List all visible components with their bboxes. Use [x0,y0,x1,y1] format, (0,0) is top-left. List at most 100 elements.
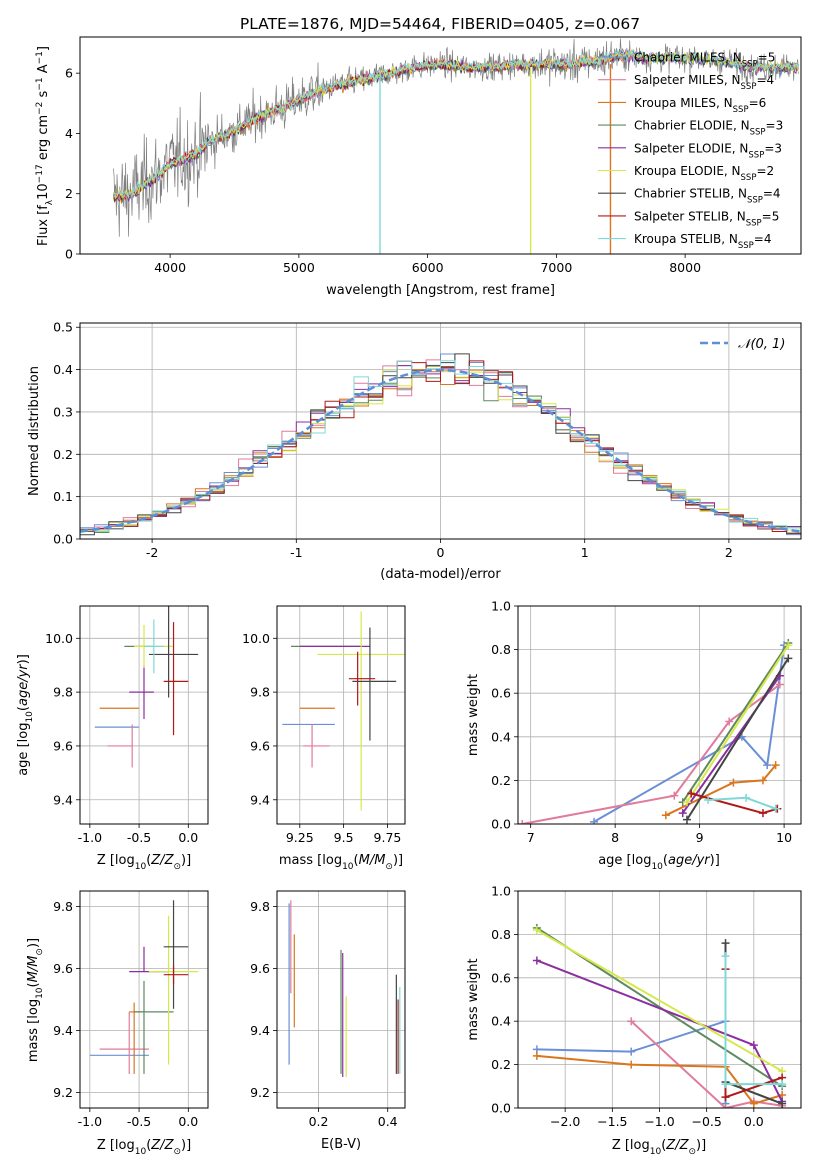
legend-label-sub: SSP [747,196,763,206]
y-axis-label: mass weight [466,958,481,1040]
label-part: age [log [16,723,31,776]
weight-series-line [665,764,777,817]
weight-series-line [686,644,790,803]
y-tick-label: 0.2 [491,773,511,788]
label-part: 10 [342,862,354,872]
weight-point-marker [721,952,730,961]
legend-label-sub: SSP [746,218,762,228]
weight-point-marker [687,789,696,798]
x-tick-label: −0.5 [691,1114,721,1129]
x-tick-label: -1.0 [78,830,102,845]
weight-point-marker [721,1104,730,1108]
label-part: −1 [35,51,45,64]
axes-frame [79,322,802,540]
label-part: Z [log [612,1138,650,1153]
y-tick-label: 2 [65,186,73,201]
legend-label: Kroupa MILES, NSSP=6 [634,96,766,115]
x-tick-label: 0.2 [309,1114,329,1129]
label-part: 10 [25,711,35,723]
x-axis-label: Z [log10(Z/Z⊙)] [612,1138,706,1157]
weight-point-marker [721,939,730,948]
x-tick-label: 6000 [412,260,444,275]
x-tick-label: 0 [437,545,445,560]
label-part: 10 [35,987,45,999]
legend-label-tail: =4 [763,187,781,201]
plot-area [282,611,405,811]
legend-label-tail: =5 [762,209,780,223]
y-tick-label: 0.3 [53,404,73,419]
legend-label-tail: =3 [764,141,782,155]
y-axis-label: age [log10(age/yr)] [16,654,35,776]
weight-point-marker [721,1080,730,1089]
y-tick-label: 0.1 [53,489,73,504]
plot-area [80,353,801,536]
y-tick-label: 1.0 [491,599,511,614]
axes-frame [517,605,802,825]
legend-label-text: Kroupa STELIB, N [634,232,738,246]
x-axis-label: Z [log10(Z/Z⊙)] [97,853,191,872]
age-vs-mass-panel: 9.25 9.5 9.75 9.4 9.6 9.8 10.0 mass [log10(M/M⊙… [242,605,406,872]
weight-point-marker [784,641,793,650]
legend-label-tail: =3 [766,119,784,133]
legend-label-tail: =5 [758,51,776,65]
legend-label: Kroupa ELODIE, NSSP=2 [634,164,774,183]
axes-frame [517,890,802,1109]
weight-point-marker [721,1093,730,1102]
x-tick-label: −2.0 [550,1114,580,1129]
spectrum-panel: 4000 5000 6000 7000 8000 0 2 4 6 wavelength [Angs… [35,36,802,298]
weight-point-marker [749,1041,758,1050]
legend-label-tail: =6 [749,96,767,110]
weight-series-line [630,1020,783,1108]
weight-series-line [681,642,790,803]
weight-point-marker [778,1080,787,1089]
x-tick-label: −1.5 [597,1114,627,1129]
weight-series-line [686,657,790,821]
spectrum-legend: Chabrier MILES, NSSP=5 Salpeter MILES, NS… [598,51,784,251]
label-part: ( [146,853,151,868]
label-part: ( [661,1138,666,1153]
y-tick-label: 9.6 [53,738,73,753]
label-part: ( [26,982,41,987]
x-tick-label: 9.5 [334,830,354,845]
weight-point-marker [627,1017,636,1026]
y-tick-label: 0.4 [491,1014,511,1029]
y-tick-label: 0.0 [53,532,73,547]
y-tick-label: 0.4 [491,729,511,744]
label-part: Z/Z [150,1138,174,1153]
legend-label: Chabrier MILES, NSSP=5 [634,51,775,70]
label-part: )] [16,654,31,664]
age-vs-metallicity-panel: -1.0 -0.5 0.09.49.69.810.0Z [log10(Z/Z⊙)]a… [16,605,209,872]
x-tick-label: 0.0 [178,1114,198,1129]
plot-area [94,606,199,768]
label-part: ⊙ [688,1147,696,1157]
x-tick-label: 5000 [283,260,315,275]
label-part: 10 [135,1147,147,1157]
label-part: age [log [598,853,651,868]
weight-point-marker [758,776,767,785]
x-axis-label: E(B-V) [321,1137,361,1152]
label-part: Flux [f [36,205,51,246]
y-axis-label: mass [log10(M/M⊙)] [26,938,45,1062]
label-part: ( [354,853,359,868]
x-tick-label: 9.75 [374,830,402,845]
legend-label-text: Kroupa MILES, N [634,96,733,110]
axes-frame [276,605,406,825]
legend-label: Salpeter MILES, NSSP=4 [634,73,774,92]
mass-vs-ebv-panel: 0.2 0.4 9.2 9.4 9.6 9.8 E(B-V) [250,890,406,1152]
weight-point-marker [763,761,772,770]
y-tick-label: 9.4 [53,1023,73,1038]
label-part: −17 [35,164,45,183]
weight-point-marker [682,798,691,807]
x-tick-label: -0.5 [127,1114,151,1129]
y-tick-label: 1.0 [491,884,511,899]
weight-series-line [536,929,783,1072]
y-tick-label: 9.8 [250,899,270,914]
weight-point-marker [678,809,687,818]
label-part: s [36,90,51,101]
plot-area [89,900,199,1074]
y-tick-label: 9.6 [250,738,270,753]
axes-frame [79,36,802,255]
legend-label-sub: SSP [742,60,758,70]
weight-series-line [690,792,778,815]
